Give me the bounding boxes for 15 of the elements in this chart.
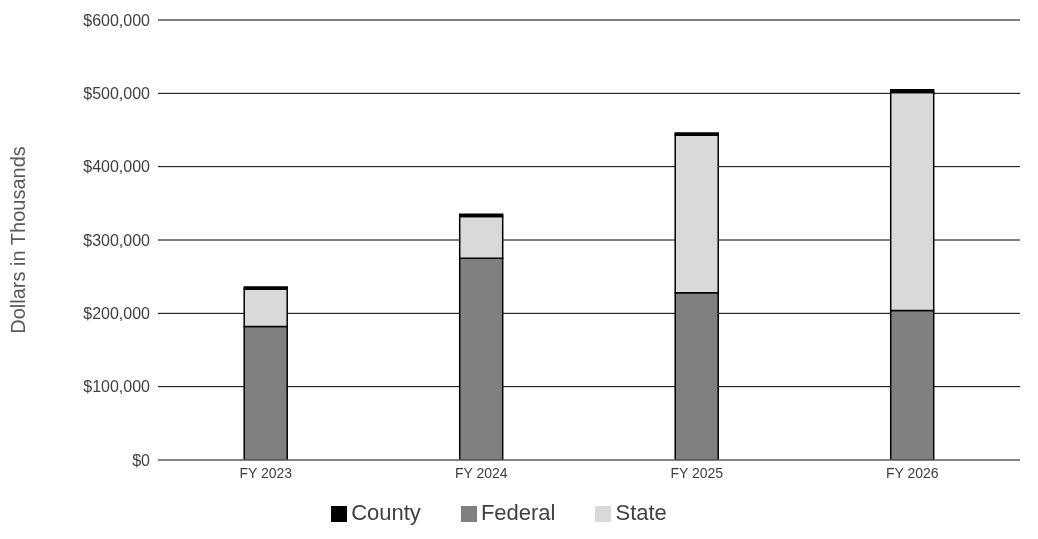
y-tick-label: $300,000 (83, 231, 151, 249)
y-tick-label: $0 (132, 451, 151, 469)
x-tick-label: FY 2024 (454, 464, 508, 481)
y-tick-label: $500,000 (83, 85, 151, 103)
y-tick-label: $600,000 (83, 11, 151, 29)
legend-label: Federal (480, 500, 556, 525)
y-tick-label: $400,000 (83, 158, 151, 176)
x-tick-label: FY 2025 (670, 464, 724, 481)
legend-label: County (351, 500, 421, 525)
y-tick-label: $100,000 (83, 378, 151, 396)
x-tick-label: FY 2023 (239, 464, 293, 481)
y-tick-label: $200,000 (83, 305, 151, 323)
y-axis-title: Dollars in Thousands (7, 146, 30, 334)
legend-label: State (615, 500, 667, 525)
x-tick-label: FY 2026 (885, 464, 939, 481)
